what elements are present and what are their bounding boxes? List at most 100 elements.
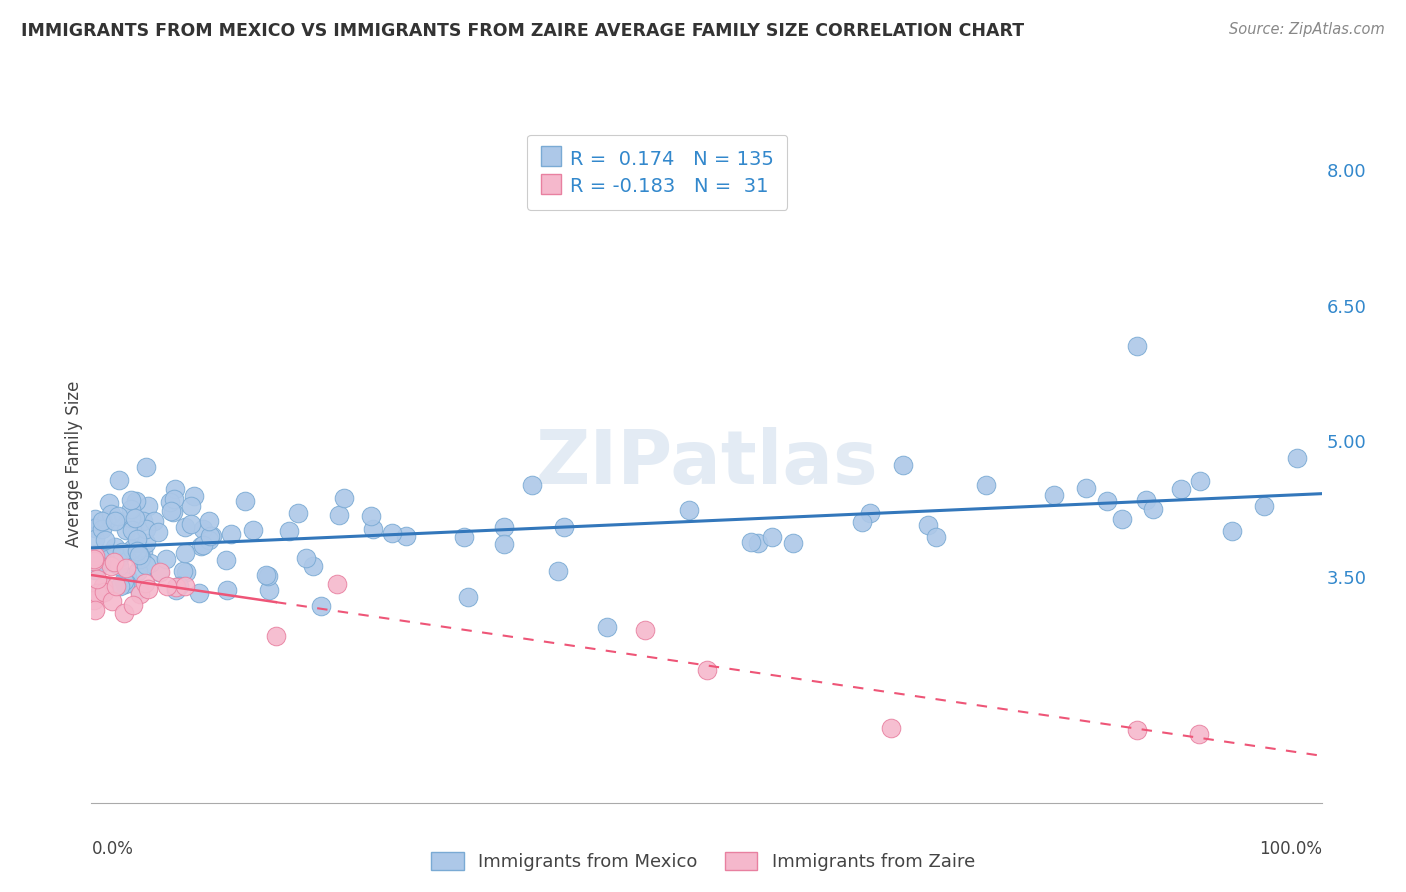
Point [254, 568, 277, 582]
Point [169, 579, 191, 593]
Point [112, 606, 135, 620]
Point [128, 547, 150, 561]
Point [135, 460, 157, 475]
Point [125, 494, 148, 508]
Point [94, 513, 117, 527]
Point [120, 492, 142, 507]
Point [131, 544, 153, 558]
Point [309, 599, 332, 613]
Point [172, 564, 194, 578]
Point [83, 552, 105, 566]
Point [122, 598, 145, 612]
Point [328, 508, 350, 522]
Point [103, 555, 125, 569]
Point [87, 558, 110, 572]
Point [188, 586, 211, 600]
Point [198, 515, 221, 529]
Point [1111, 512, 1133, 526]
Point [219, 527, 242, 541]
Point [761, 530, 783, 544]
Point [91, 549, 114, 564]
Point [851, 516, 873, 530]
Point [139, 556, 162, 570]
Point [695, 663, 717, 677]
Point [91, 514, 114, 528]
Text: IMMIGRANTS FROM MEXICO VS IMMIGRANTS FROM ZAIRE AVERAGE FAMILY SIZE CORRELATION : IMMIGRANTS FROM MEXICO VS IMMIGRANTS FRO… [21, 22, 1024, 40]
Point [163, 491, 186, 506]
Point [110, 579, 132, 593]
Point [122, 524, 145, 539]
Point [127, 532, 149, 546]
Point [1189, 474, 1212, 488]
Point [924, 530, 946, 544]
Point [128, 587, 150, 601]
Point [135, 558, 157, 572]
Point [129, 552, 152, 566]
Point [242, 523, 264, 537]
Point [361, 522, 384, 536]
Point [84, 603, 107, 617]
Point [91, 580, 114, 594]
Point [1126, 723, 1149, 737]
Point [83, 593, 105, 607]
Point [257, 583, 280, 598]
Point [301, 558, 323, 573]
Point [132, 514, 155, 528]
Point [125, 535, 148, 549]
Point [326, 576, 349, 591]
Point [747, 535, 769, 549]
Point [114, 577, 136, 591]
Point [165, 583, 187, 598]
Point [162, 504, 184, 518]
Point [128, 582, 150, 597]
Point [146, 524, 169, 539]
Point [191, 522, 214, 536]
Point [1220, 524, 1243, 538]
Point [294, 551, 316, 566]
Point [174, 579, 197, 593]
Point [84, 512, 107, 526]
Point [125, 546, 148, 560]
Point [159, 495, 181, 509]
Point [111, 545, 134, 559]
Point [782, 536, 804, 550]
Point [125, 544, 148, 558]
Point [494, 520, 516, 534]
Point [520, 478, 543, 492]
Point [84, 532, 107, 546]
Point [173, 546, 195, 560]
Point [634, 623, 657, 637]
Point [100, 559, 122, 574]
Point [360, 509, 382, 524]
Point [83, 554, 105, 568]
Point [1253, 500, 1275, 514]
Point [86, 518, 108, 533]
Point [1074, 481, 1097, 495]
Point [120, 501, 142, 516]
Point [200, 529, 222, 543]
Point [93, 585, 115, 599]
Point [880, 721, 903, 735]
Point [107, 559, 129, 574]
Point [217, 583, 239, 598]
Point [156, 579, 179, 593]
Point [128, 548, 150, 562]
Point [1043, 488, 1066, 502]
Point [917, 517, 939, 532]
Point [86, 585, 108, 599]
Point [83, 549, 105, 563]
Point [121, 523, 143, 537]
Point [105, 513, 128, 527]
Point [180, 516, 202, 531]
Point [104, 515, 127, 529]
Point [233, 494, 256, 508]
Point [1187, 727, 1209, 741]
Point [138, 499, 160, 513]
Point [264, 629, 287, 643]
Point [183, 489, 205, 503]
Point [191, 538, 214, 552]
Y-axis label: Average Family Size: Average Family Size [65, 381, 83, 547]
Point [107, 509, 129, 524]
Text: Source: ZipAtlas.com: Source: ZipAtlas.com [1229, 22, 1385, 37]
Point [104, 579, 127, 593]
